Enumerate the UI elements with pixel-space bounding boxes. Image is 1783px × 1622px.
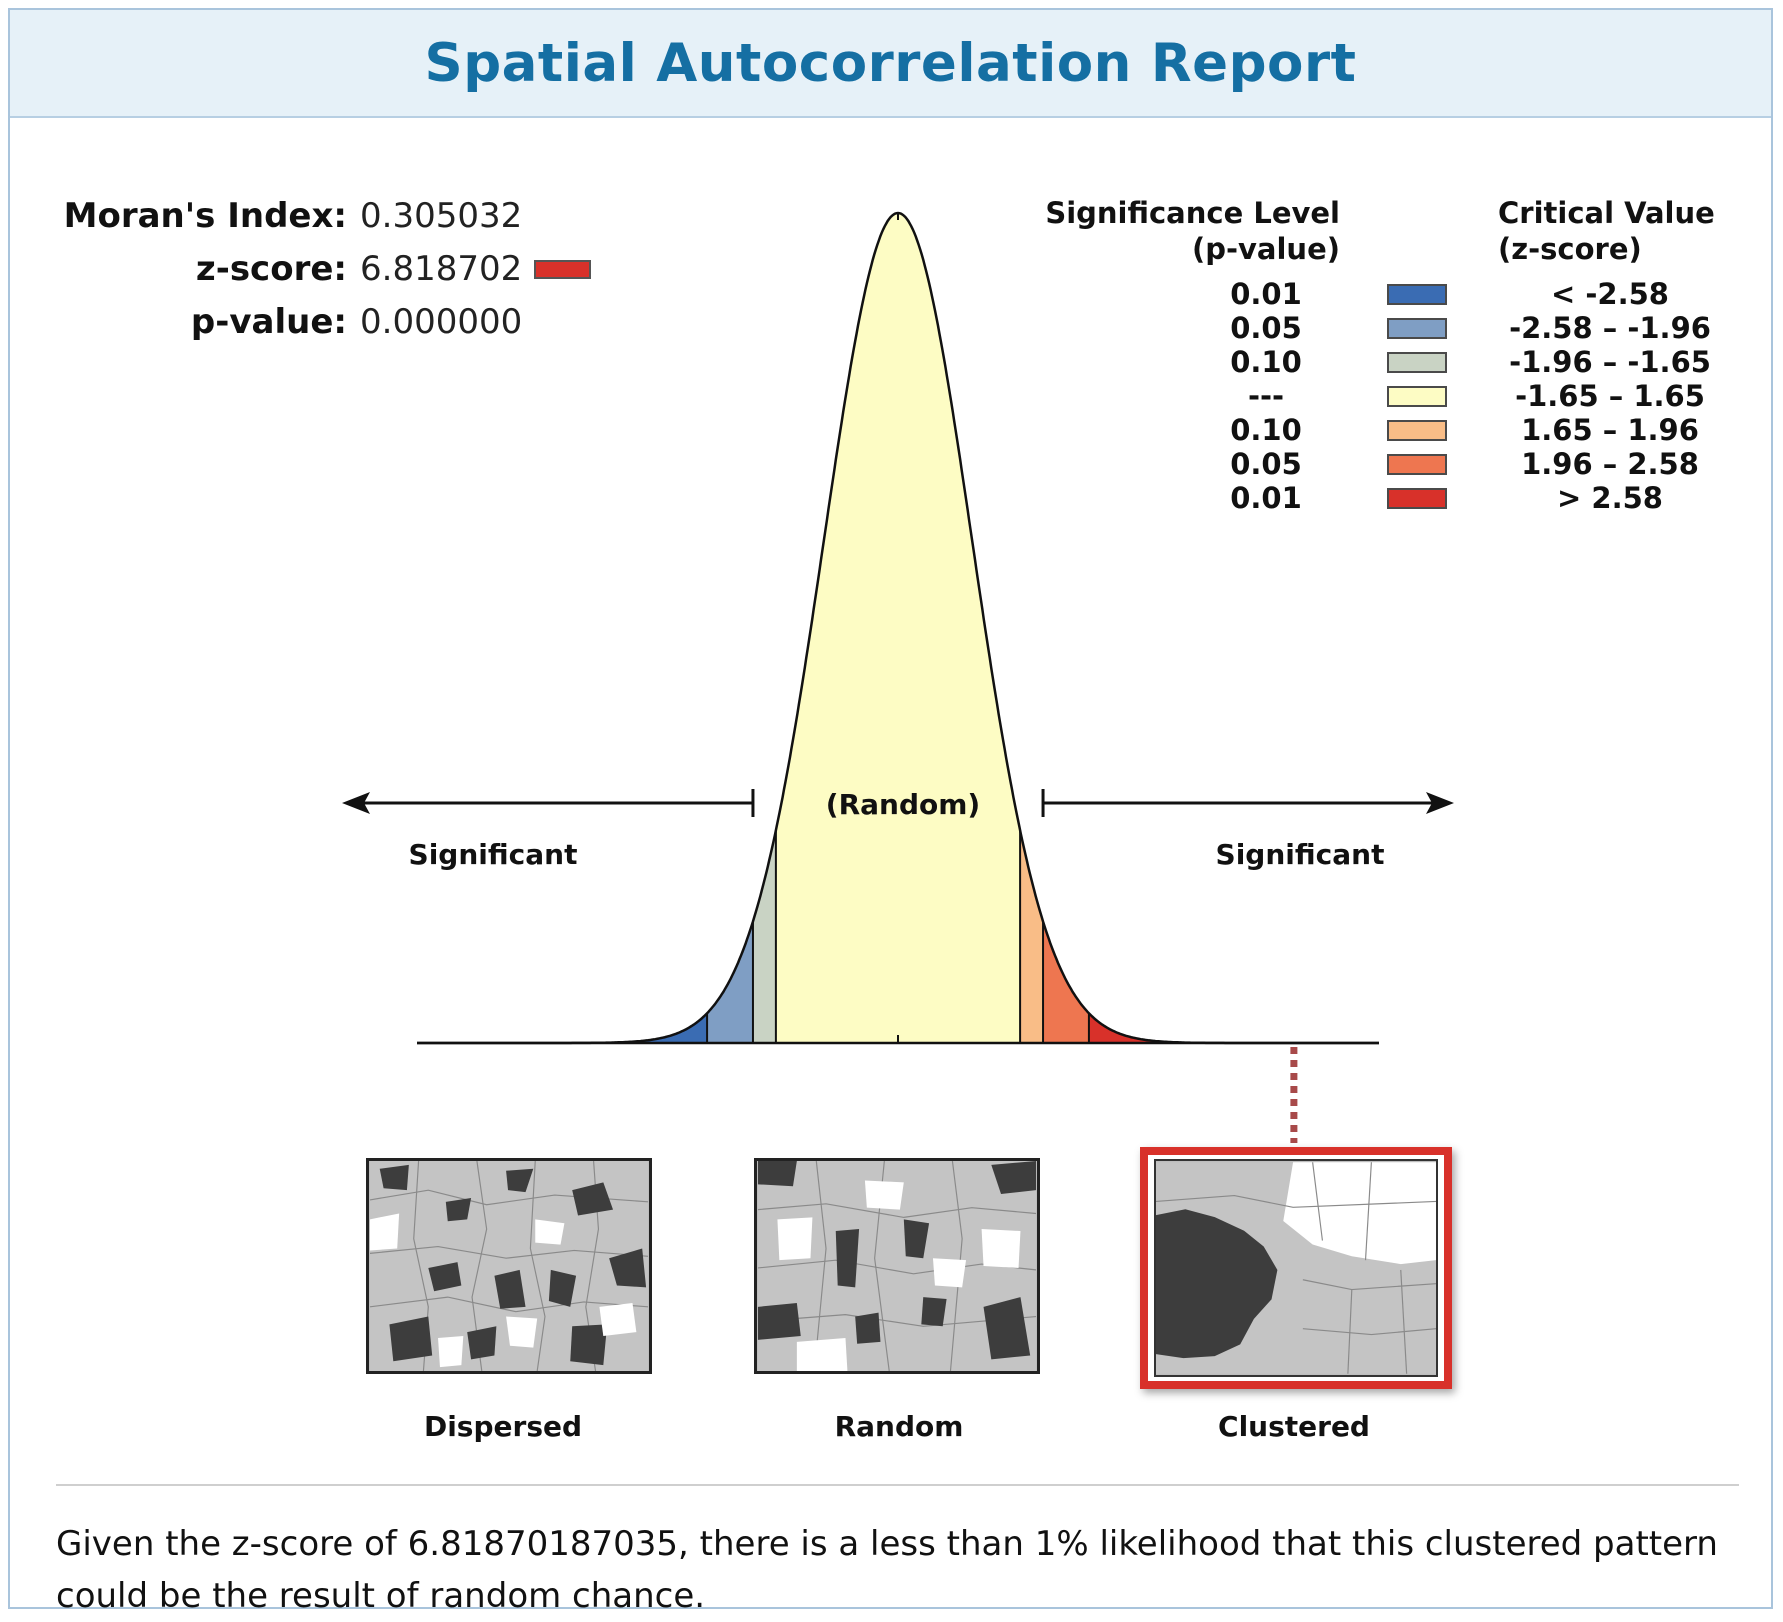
statistics-block: Moran's Index: 0.305032 z-score: 6.81870… (60, 190, 592, 349)
legend-z-range: -2.58 – -1.96 (1509, 311, 1711, 345)
legend-p-value: 0.05 (1230, 311, 1302, 345)
p-value-value: 0.000000 (360, 302, 523, 342)
legend-row: 0.01 < -2.58 (1040, 277, 1730, 311)
curve-band-lt-2.58 (417, 1013, 708, 1043)
legend-swatch (1387, 318, 1447, 339)
curve-band-random (775, 213, 1021, 1043)
legend-row: --- -1.65 – 1.65 (1040, 379, 1730, 413)
legend-z-range: -1.96 – -1.65 (1509, 345, 1711, 379)
legend-swatch (1387, 284, 1447, 305)
legend-p-value: --- (1247, 379, 1285, 413)
legend-rows: 0.01 < -2.58 0.05 -2.58 – -1.96 0.10 -1.… (1040, 277, 1730, 515)
legend-row: 0.05 1.96 – 2.58 (1040, 447, 1730, 481)
legend-z-range: > 2.58 (1557, 481, 1663, 515)
random-zone-label: (Random) (825, 788, 981, 821)
legend-z-range: -1.65 – 1.65 (1515, 379, 1705, 413)
random-pattern-map (754, 1158, 1040, 1374)
legend-header-significance: Significance Level (p-value) (1040, 195, 1340, 267)
legend-header-significance-title: Significance Level (1045, 196, 1340, 230)
dispersed-caption: Dispersed (423, 1410, 583, 1443)
legend-swatch (1387, 352, 1447, 373)
legend-row: 0.10 -1.96 – -1.65 (1040, 345, 1730, 379)
legend-swatch (1387, 454, 1447, 475)
legend-header-critical-title: Critical Value (1498, 196, 1715, 230)
conclusion-text: Given the z-score of 6.81870187035, ther… (56, 1524, 1718, 1616)
legend-p-value: 0.05 (1230, 447, 1302, 481)
legend-header-critical: Critical Value (z-score) (1498, 195, 1738, 267)
legend-swatch (1387, 386, 1447, 407)
curve-band-1.96-1.65 (752, 833, 776, 1043)
clustered-caption: Clustered (1218, 1410, 1370, 1443)
random-map-image (757, 1161, 1037, 1371)
clustered-map-image (1156, 1162, 1436, 1374)
legend-p-value: 0.10 (1230, 413, 1302, 447)
legend-p-value: 0.01 (1230, 277, 1302, 311)
legend-header-significance-sub: (p-value) (1191, 232, 1340, 266)
z-score-label: z-score: (195, 249, 347, 289)
z-score-value: 6.818702 (360, 249, 523, 289)
morans-index-value: 0.305032 (360, 196, 523, 236)
report-header: Spatial Autocorrelation Report (10, 10, 1771, 118)
dispersed-pattern-map (366, 1158, 652, 1374)
left-arrowhead (342, 792, 370, 814)
legend-z-range: 1.96 – 2.58 (1521, 447, 1699, 481)
legend-p-value: 0.01 (1230, 481, 1302, 515)
morans-index-row: Moran's Index: 0.305032 (60, 190, 591, 243)
clustered-pattern-highlight (1140, 1147, 1452, 1389)
right-arrowhead (1426, 792, 1454, 814)
significant-right-label: Significant (1215, 838, 1385, 871)
legend-z-range: < -2.58 (1551, 277, 1669, 311)
section-divider (56, 1484, 1739, 1486)
curve-band-gt-2.58 (1088, 1013, 1379, 1043)
significant-left-label: Significant (408, 838, 578, 871)
report-title: Spatial Autocorrelation Report (424, 32, 1357, 94)
dispersed-map-image (369, 1161, 649, 1371)
legend-swatch (1387, 420, 1447, 441)
legend-swatch (1387, 488, 1447, 509)
legend-row: 0.10 1.65 – 1.96 (1040, 413, 1730, 447)
legend-row: 0.01 > 2.58 (1040, 481, 1730, 515)
p-value-row: p-value: 0.000000 (60, 296, 591, 349)
z-score-swatch (534, 260, 592, 279)
random-caption: Random (834, 1410, 964, 1443)
morans-index-label: Moran's Index: (63, 196, 347, 236)
legend-row: 0.05 -2.58 – -1.96 (1040, 311, 1730, 345)
z-score-row: z-score: 6.818702 (60, 243, 592, 296)
clustered-pattern-map (1154, 1159, 1438, 1377)
legend-p-value: 0.10 (1230, 345, 1302, 379)
legend-header-critical-sub: (z-score) (1498, 232, 1642, 266)
p-value-label: p-value: (190, 302, 347, 342)
legend-z-range: 1.65 – 1.96 (1521, 413, 1699, 447)
curve-band-1.65-1.96 (1020, 830, 1044, 1043)
